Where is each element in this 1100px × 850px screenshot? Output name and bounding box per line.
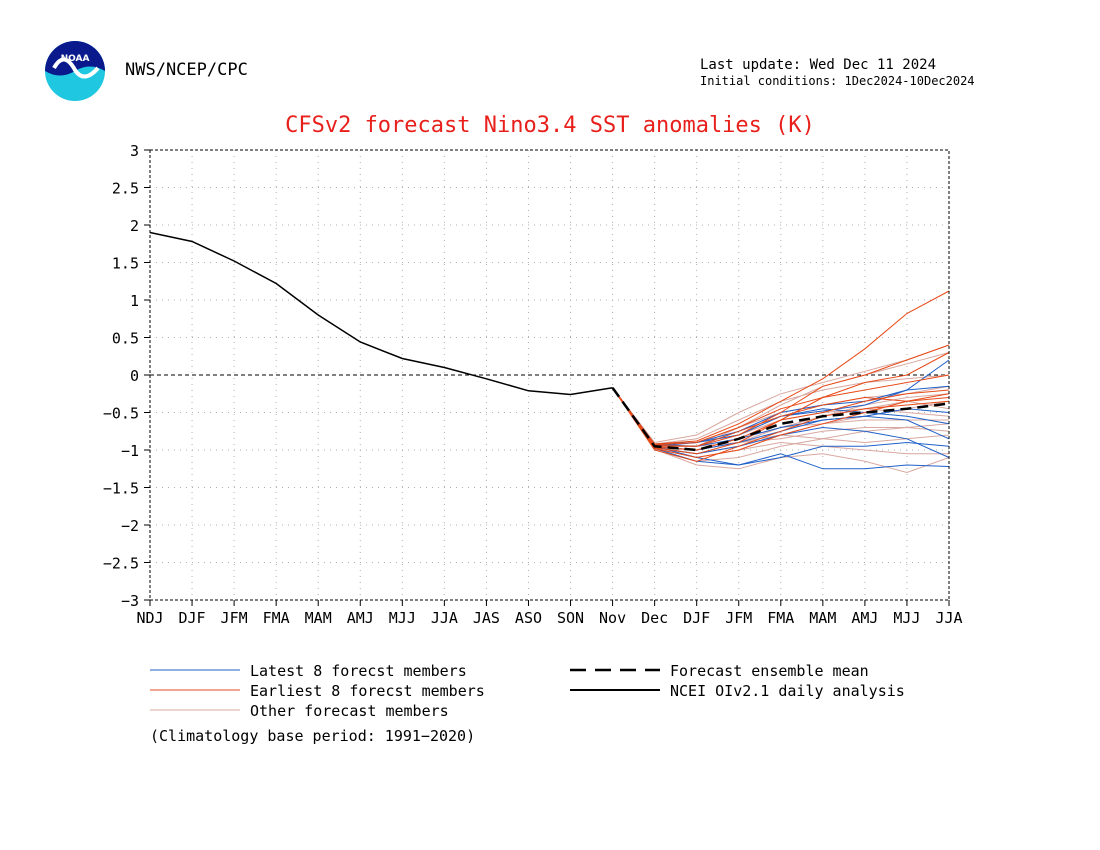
noaa-logo: NOAA	[45, 41, 105, 101]
x-tick-label: MAM	[305, 609, 332, 627]
y-tick-label: −1	[121, 442, 139, 460]
y-tick-label: 0.5	[112, 330, 139, 348]
y-tick-label: −2.5	[103, 555, 139, 573]
legend-label-other: Other forecast members	[250, 702, 449, 720]
earliest-member-line	[612, 387, 950, 459]
x-tick-label: FMA	[263, 609, 290, 627]
x-tick-label: NDJ	[136, 609, 163, 627]
x-tick-label: MAM	[809, 609, 836, 627]
x-tick-label: Dec	[641, 609, 668, 627]
x-tick-label: AMJ	[347, 609, 374, 627]
last-update-label: Last update: Wed Dec 11 2024	[700, 57, 937, 73]
legend-label-observed: NCEI OIv2.1 daily analysis	[670, 682, 905, 700]
legend-label-mean: Forecast ensemble mean	[670, 662, 869, 680]
series-layer	[149, 231, 950, 474]
x-tick-label: JJA	[935, 609, 962, 627]
x-tick-label: DJF	[683, 609, 710, 627]
x-tick-label: JAS	[473, 609, 500, 627]
x-tick-label: JFM	[725, 609, 752, 627]
x-tick-label: ASO	[515, 609, 542, 627]
ensemble-mean-line	[611, 387, 950, 452]
climatology-note: (Climatology base period: 1991−2020)	[150, 727, 475, 745]
x-tick-label: MJJ	[389, 609, 416, 627]
legend-label-earliest: Earliest 8 forecst members	[250, 682, 485, 700]
x-tick-label: JJA	[431, 609, 458, 627]
grid	[150, 150, 949, 600]
y-tick-label: −3	[121, 592, 139, 610]
x-tick-label: SON	[557, 609, 584, 627]
y-tick-label: 1	[130, 292, 139, 310]
chart-title: CFSv2 forecast Nino3.4 SST anomalies (K)	[285, 113, 815, 138]
x-tick-label: Nov	[599, 609, 626, 627]
logo-text: NOAA	[61, 54, 90, 64]
latest-member-line	[612, 387, 950, 466]
x-tick-label: FMA	[767, 609, 794, 627]
agency-label: NWS/NCEP/CPC	[125, 60, 248, 80]
legend-label-latest: Latest 8 forecst members	[250, 662, 467, 680]
earliest-member-line	[612, 374, 950, 446]
x-tick-label: DJF	[179, 609, 206, 627]
y-tick-label: 2	[130, 217, 139, 235]
y-tick-label: −1.5	[103, 480, 139, 498]
y-tick-label: 0	[130, 367, 139, 385]
y-tick-label: −0.5	[103, 405, 139, 423]
initial-conditions-label: Initial conditions: 1Dec2024-10Dec2024	[700, 74, 975, 88]
y-tick-label: 2.5	[112, 180, 139, 198]
observed-line	[149, 231, 613, 396]
earliest-member-line	[612, 290, 950, 445]
other-member-line	[612, 344, 950, 444]
y-tick-label: 1.5	[112, 255, 139, 273]
x-tick-label: JFM	[221, 609, 248, 627]
legend: Latest 8 forecst members Earliest 8 fore…	[150, 662, 905, 745]
x-tick-label: MJJ	[893, 609, 920, 627]
x-tick-label: AMJ	[851, 609, 878, 627]
y-tick-label: 3	[130, 142, 139, 160]
other-member-line	[612, 374, 950, 445]
y-tick-label: −2	[121, 517, 139, 535]
earliest-member-line	[612, 387, 950, 447]
earliest-member-line	[612, 387, 950, 462]
